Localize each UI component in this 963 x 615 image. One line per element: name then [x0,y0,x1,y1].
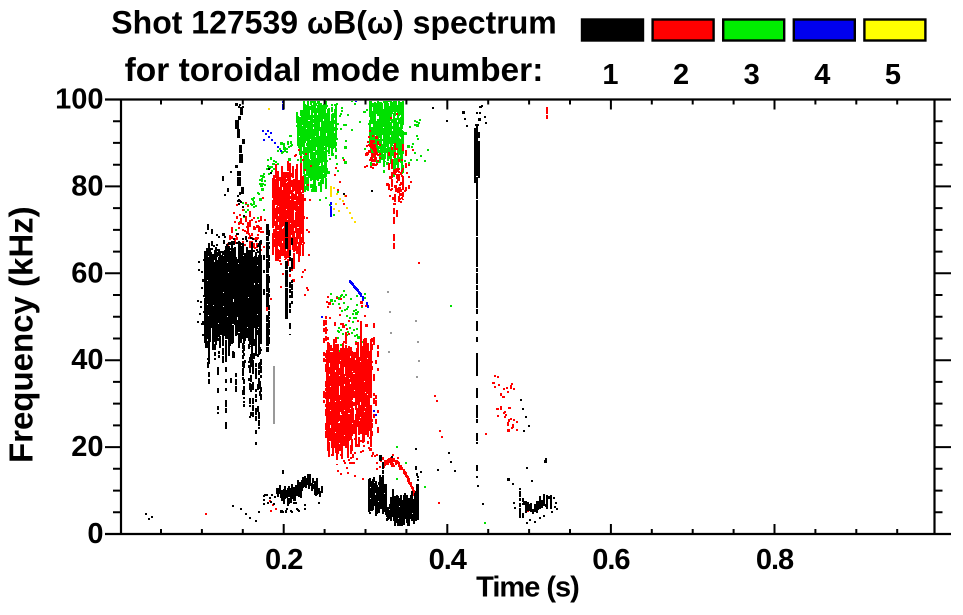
svg-text:40: 40 [71,344,103,376]
svg-text:0.4: 0.4 [429,544,467,576]
svg-text:for toroidal mode number:: for toroidal mode number: [125,52,544,89]
svg-text:Time (s): Time (s) [476,572,579,604]
svg-text:Frequency (kHz): Frequency (kHz) [3,206,40,463]
svg-text:60: 60 [71,257,103,289]
svg-text:80: 80 [71,170,103,202]
svg-text:100: 100 [55,84,103,116]
svg-text:20: 20 [71,431,103,463]
svg-text:5: 5 [885,59,901,91]
svg-text:4: 4 [814,59,830,91]
svg-text:3: 3 [744,59,760,91]
svg-text:0.8: 0.8 [756,544,794,576]
svg-text:0.6: 0.6 [592,544,630,576]
svg-text:0.2: 0.2 [265,544,302,576]
svg-text:1: 1 [602,59,618,91]
svg-text:0: 0 [87,518,103,550]
svg-text:Shot 127539 ωB(ω) spectrum: Shot 127539 ωB(ω) spectrum [111,5,556,41]
svg-text:2: 2 [673,59,688,91]
